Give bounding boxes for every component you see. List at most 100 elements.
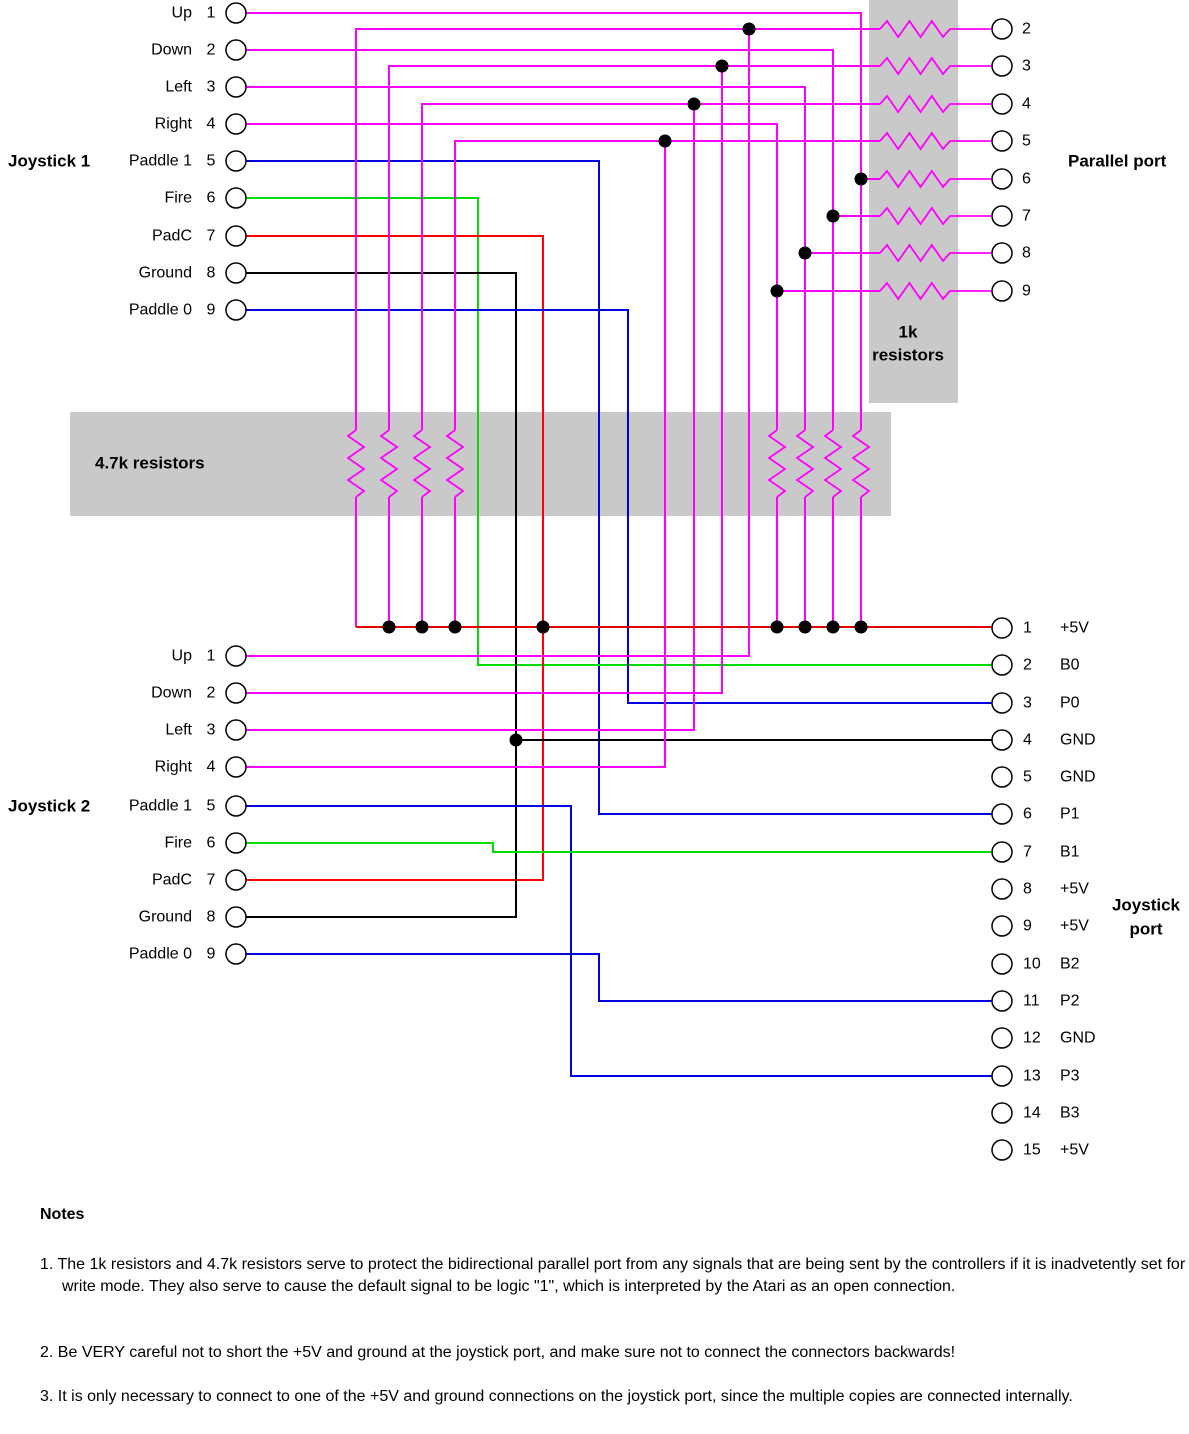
note-item-2: 2. Be VERY careful not to short the +5V …: [40, 1342, 1189, 1364]
wiring-diagram: 1k resistors 4.7k resistors Up 1 Down 2 Left 3 Ri…: [8, 0, 1181, 1161]
parallel-port-pin-number: 6: [1022, 171, 1031, 188]
joystick1-pin-name: Fire: [164, 190, 192, 207]
joystick-port-pin-6: [991, 803, 1013, 825]
joystick-port-pin-number: 15: [1023, 1142, 1041, 1159]
parallel-port-pin-number: 4: [1022, 96, 1031, 113]
joystick-port-label-line2: port: [1129, 920, 1162, 939]
resistor-4.7k: [767, 429, 787, 498]
resistor-4.7k: [346, 429, 366, 498]
junction-dot: [715, 59, 729, 73]
joystick1-pin-name: Ground: [139, 265, 192, 282]
joystick2-pin-5: [225, 795, 247, 817]
wire-j1-paddle0-to-p0: [246, 309, 992, 704]
joystick2-pin-number: 9: [207, 946, 216, 963]
joystick1-pin-number: 6: [207, 190, 216, 207]
joystick1-pin-2: [225, 39, 247, 61]
wire-j2-paddle1-to-p3: [246, 805, 992, 1077]
joystick2-pin-number: 7: [207, 872, 216, 889]
junction-dot: [826, 620, 840, 634]
junction-dot: [742, 22, 756, 36]
wire-j1-padc-to-j2-padc: [246, 235, 544, 881]
joystick1-pin-4: [225, 113, 247, 135]
joystick2-pin-3: [225, 719, 247, 741]
wire-j2-up-to-port2: [246, 29, 750, 657]
joystick1-pin-name: PadC: [152, 228, 192, 245]
resistor-1k: [879, 281, 992, 301]
parallel-port-pin-6: [991, 168, 1013, 190]
resistor-1k: [879, 243, 992, 263]
parallel-port-pin-5: [991, 130, 1013, 152]
joystick-port-pin-number: 10: [1023, 956, 1041, 973]
junction-dot: [509, 733, 523, 747]
junction-dot: [798, 246, 812, 260]
wire-j1-fire-to-b0: [246, 197, 992, 666]
joystick2-pin-9: [225, 943, 247, 965]
joystick-port-pin-number: 3: [1023, 695, 1032, 712]
joystick-port-pin-name: GND: [1060, 1030, 1096, 1047]
resistor-1k: [879, 94, 992, 114]
joystick-port-pin-9: [991, 915, 1013, 937]
resistor-4.7k: [823, 429, 843, 498]
joystick2-pin-name: Ground: [139, 909, 192, 926]
joystick2-pin-name: Paddle 0: [129, 946, 192, 963]
joystick1-pin-number: 3: [207, 79, 216, 96]
joystick-port-pin-14: [991, 1102, 1013, 1124]
joystick2-pin-name: Fire: [164, 835, 192, 852]
junction-dot: [798, 620, 812, 634]
note-text: The 1k resistors and 4.7k resistors serv…: [57, 1256, 1186, 1295]
joystick1-pin-name: Left: [165, 79, 192, 96]
joystick-port-pin-name: P1: [1060, 806, 1080, 823]
wire-j1-ground-to-j2-ground: [246, 272, 517, 918]
joystick-port-pin-name: GND: [1060, 732, 1096, 749]
joystick-port-pin-number: 9: [1023, 918, 1032, 935]
parallel-port-pin-number: 9: [1022, 283, 1031, 300]
band-4p7k: [70, 412, 891, 516]
joystick-port-pin-1: [991, 617, 1013, 639]
resistor-4.7k: [445, 429, 465, 498]
note-item-1: 1. The 1k resistors and 4.7k resistors s…: [40, 1254, 1189, 1298]
junction-dot: [536, 620, 550, 634]
joystick-port-pin-name: GND: [1060, 769, 1096, 786]
joystick2-pin-name: Up: [172, 648, 193, 665]
joystick2-pin-name: Left: [165, 722, 192, 739]
joystick-port-pin-name: P0: [1060, 695, 1080, 712]
parallel-port-pin-number: 3: [1022, 58, 1031, 75]
joystick-port-pin-number: 13: [1023, 1068, 1041, 1085]
joystick-port-pin-number: 5: [1023, 769, 1032, 786]
joystick-port-pin-number: 4: [1023, 732, 1032, 749]
joystick1-pin-8: [225, 262, 247, 284]
joystick1-pin-name: Paddle 0: [129, 302, 192, 319]
joystick-port-pin-name: +5V: [1060, 620, 1089, 637]
band-4p7k-label: 4.7k resistors: [95, 454, 205, 473]
junction-dot: [826, 209, 840, 223]
junction-dot: [415, 620, 429, 634]
joystick1-label: Joystick 1: [8, 152, 90, 171]
band-1k: [869, 0, 958, 403]
joystick2-pin-name: Down: [151, 685, 192, 702]
joystick-port-pin-number: 6: [1023, 806, 1032, 823]
joystick1-pin-number: 2: [207, 42, 216, 59]
joystick-port-pin-10: [991, 953, 1013, 975]
joystick1-pin-number: 4: [207, 116, 216, 133]
parallel-port-pin-number: 2: [1022, 21, 1031, 38]
parallel-port-pin-7: [991, 205, 1013, 227]
band-1k-label: 1k: [899, 323, 918, 342]
joystick2-pin-number: 2: [207, 685, 216, 702]
joystick-port-pin-number: 12: [1023, 1030, 1041, 1047]
joystick-port-pin-13: [991, 1065, 1013, 1087]
joystick2-pin-number: 8: [207, 909, 216, 926]
resistor-1k: [879, 56, 992, 76]
junction-dot: [770, 284, 784, 298]
joystick2-pin-number: 5: [207, 798, 216, 815]
wire-j2-fire-to-b1: [246, 842, 992, 853]
joystick-port-pin-name: P3: [1060, 1068, 1080, 1085]
resistor-4.7k: [412, 429, 432, 498]
resistor-1k: [879, 19, 992, 39]
joystick-port-pin-5: [991, 766, 1013, 788]
joystick2-pin-number: 6: [207, 835, 216, 852]
wire-pport-row-4: [421, 103, 880, 430]
joystick2-pin-name: Right: [155, 759, 193, 776]
joystick1-pin-9: [225, 299, 247, 321]
parallel-port-pin-number: 8: [1022, 245, 1031, 262]
